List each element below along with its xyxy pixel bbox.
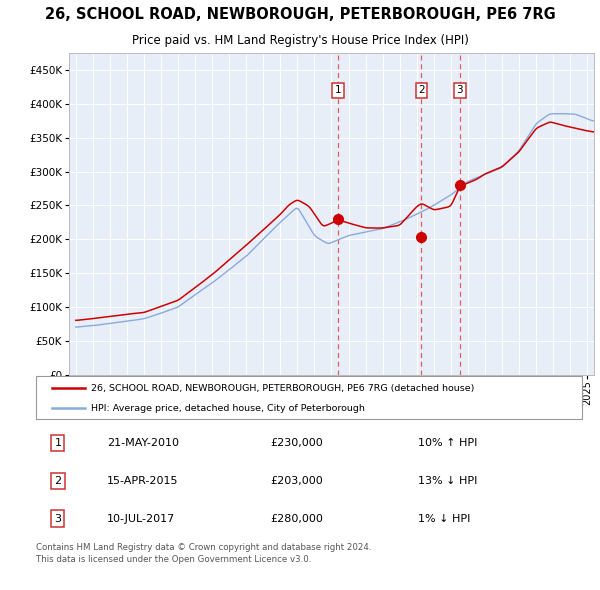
Text: HPI: Average price, detached house, City of Peterborough: HPI: Average price, detached house, City… [91, 404, 364, 413]
Text: 15-APR-2015: 15-APR-2015 [107, 476, 178, 486]
Text: 2: 2 [418, 86, 425, 96]
FancyBboxPatch shape [36, 376, 582, 419]
Text: Contains HM Land Registry data © Crown copyright and database right 2024.
This d: Contains HM Land Registry data © Crown c… [36, 543, 371, 564]
Text: 3: 3 [457, 86, 463, 96]
Text: 3: 3 [55, 514, 61, 523]
Text: 21-MAY-2010: 21-MAY-2010 [107, 438, 179, 448]
Text: £280,000: £280,000 [271, 514, 323, 523]
Text: £203,000: £203,000 [271, 476, 323, 486]
Text: 10-JUL-2017: 10-JUL-2017 [107, 514, 175, 523]
Text: £230,000: £230,000 [271, 438, 323, 448]
Text: 1% ↓ HPI: 1% ↓ HPI [418, 514, 470, 523]
Text: 10% ↑ HPI: 10% ↑ HPI [418, 438, 478, 448]
Text: Price paid vs. HM Land Registry's House Price Index (HPI): Price paid vs. HM Land Registry's House … [131, 34, 469, 47]
Text: 13% ↓ HPI: 13% ↓ HPI [418, 476, 478, 486]
Text: 26, SCHOOL ROAD, NEWBOROUGH, PETERBOROUGH, PE6 7RG: 26, SCHOOL ROAD, NEWBOROUGH, PETERBOROUG… [44, 7, 556, 22]
Text: 26, SCHOOL ROAD, NEWBOROUGH, PETERBOROUGH, PE6 7RG (detached house): 26, SCHOOL ROAD, NEWBOROUGH, PETERBOROUG… [91, 384, 474, 393]
Text: 2: 2 [54, 476, 61, 486]
Text: 1: 1 [55, 438, 61, 448]
Text: 1: 1 [335, 86, 341, 96]
